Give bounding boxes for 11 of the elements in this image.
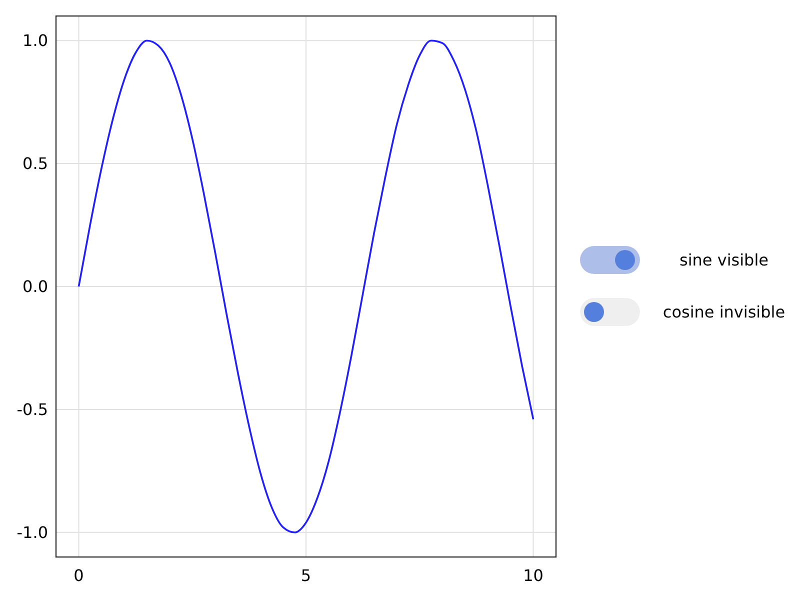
y-tick-label: 0.5 — [22, 154, 48, 174]
x-tick-label: 0 — [74, 566, 84, 585]
text: sine visible — [680, 250, 768, 270]
y-tick-label: -0.5 — [16, 400, 48, 420]
x-tick-label: 10 — [523, 566, 544, 585]
y-tick-label: -1.0 — [16, 523, 48, 542]
x-tick-label: 5 — [300, 566, 312, 585]
y-tick-label: 1.0 — [22, 31, 48, 50]
y-tick-label: 0.0 — [22, 277, 48, 296]
line-series — [78, 40, 534, 534]
text: cosine invisible — [662, 302, 786, 322]
